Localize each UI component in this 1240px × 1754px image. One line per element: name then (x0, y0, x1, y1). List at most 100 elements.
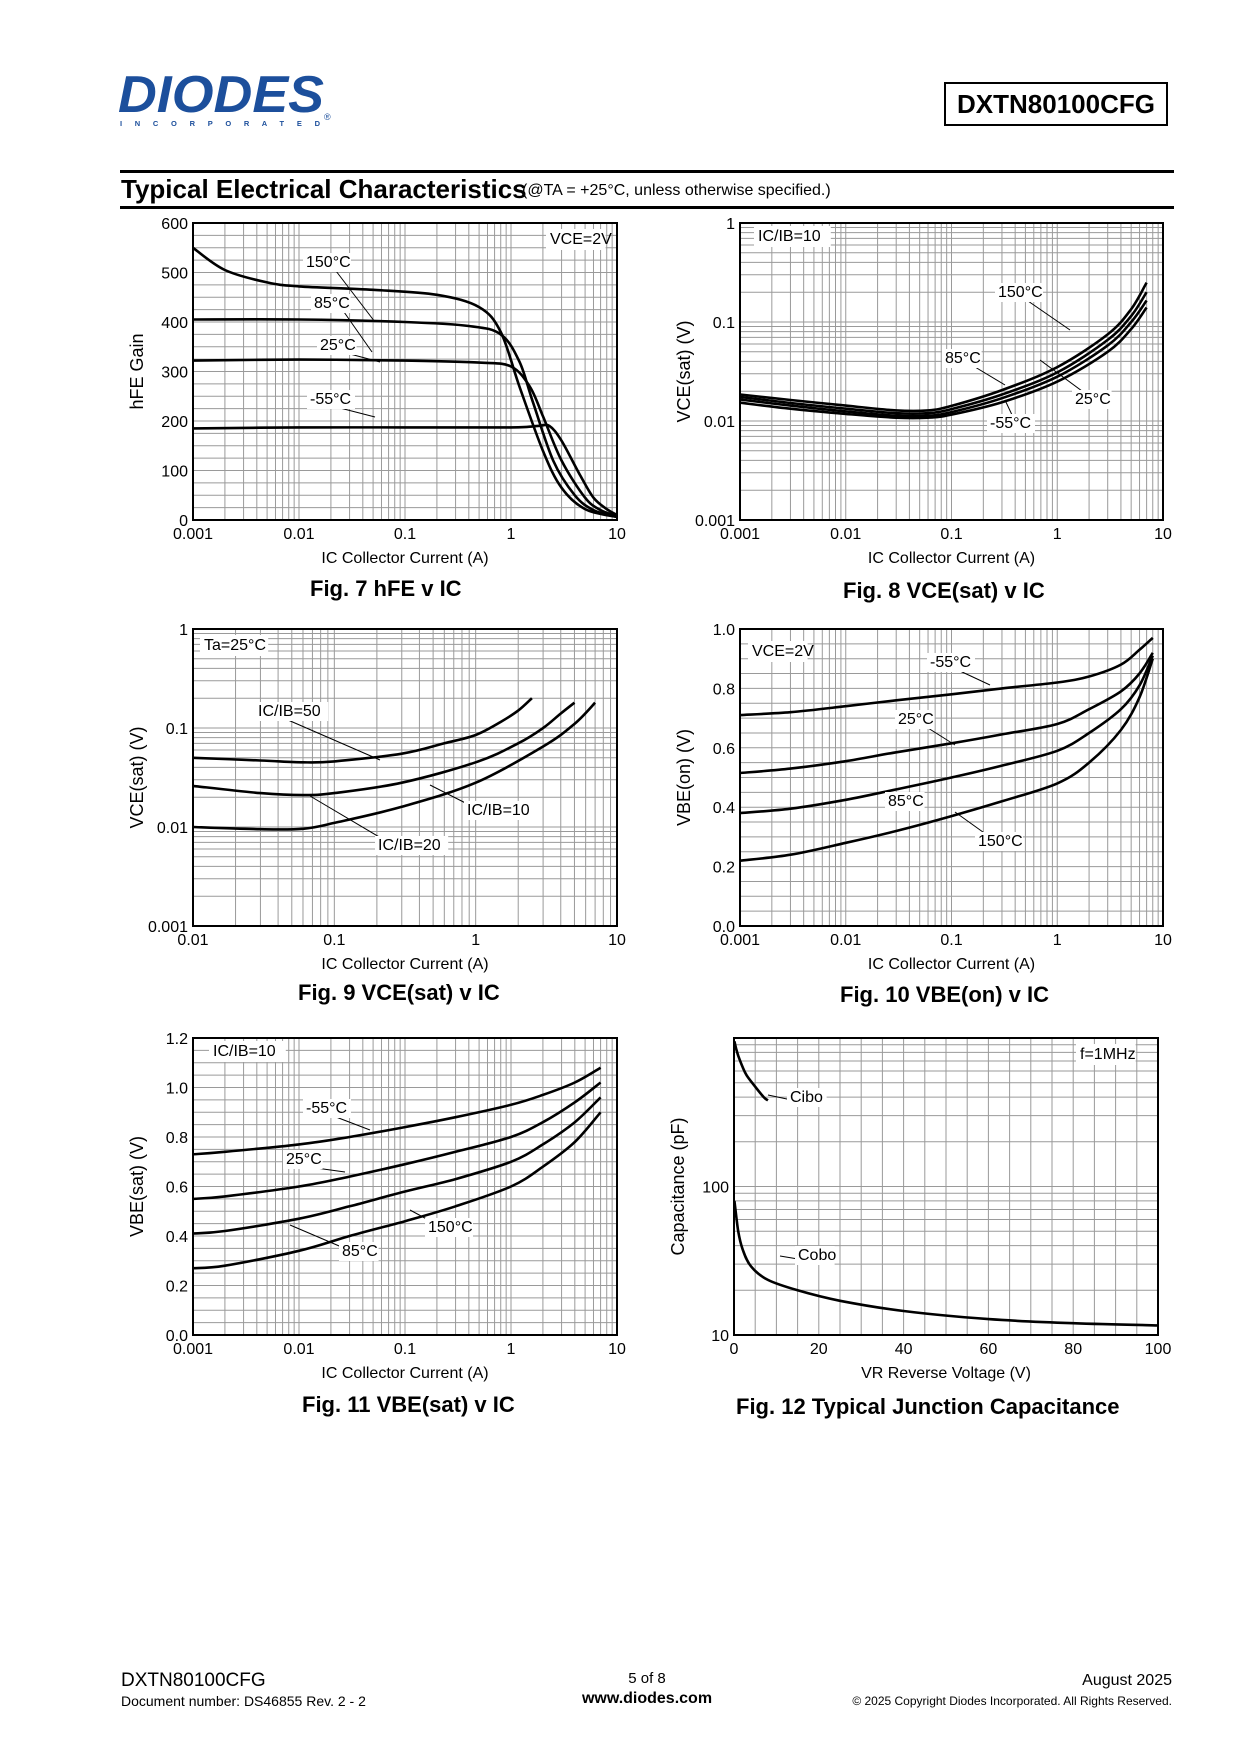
fig7-y-tick-label: 0 (179, 513, 188, 530)
fig7-x-tick-label: 0.01 (283, 526, 314, 543)
fig11-series-label-2: 85°C (342, 1243, 378, 1260)
fig12-annotation: f=1MHz (1080, 1046, 1136, 1063)
fig11-series-line-2 (192, 1096, 602, 1235)
diodes-logo: DIODES I N C O R P O R A T E D ® (118, 72, 331, 128)
fig10-series-label-0: -55°C (930, 654, 971, 671)
fig10-y-tick-label: 0.2 (713, 860, 735, 877)
fig11-x-tick-label: 0.1 (394, 1341, 416, 1358)
fig8-annotation: IC/IB=10 (758, 228, 821, 245)
fig11-y-tick-label: 1.0 (166, 1081, 188, 1098)
fig8-y-tick-label: 0.1 (713, 315, 735, 332)
fig9-frame (192, 628, 618, 927)
fig11-x-tick-label: 1 (507, 1341, 516, 1358)
fig10-x-tick-label: 10 (1154, 932, 1172, 949)
footer-part-number: DXTN80100CFG (121, 1670, 266, 1691)
fig11-y-tick-label: 0.4 (166, 1229, 188, 1246)
fig12-chart: 0 20 40 60 80 100 10 100 VR Reverse Voltage (V) C… (668, 1037, 1171, 1419)
fig11-chart: 0.001 0.01 0.1 1 10 0.0 0.2 0.4 0.6 0.8 1.0 1.2 IC C… (127, 1031, 626, 1417)
part-number-box: DXTN80100CFG (944, 82, 1168, 126)
fig12-y-axis-label: Capacitance (pF) (668, 1117, 688, 1255)
fig11-y-tick-label: 0.2 (166, 1279, 188, 1296)
fig10-chart: 0.001 0.01 0.1 1 10 0.0 0.2 0.4 0.6 0.8 1.0 IC Coll… (674, 622, 1172, 1007)
header-rule-top (120, 170, 1174, 173)
fig10-annotation: VCE=2V (752, 643, 814, 660)
fig8-series-line-1 (739, 299, 1148, 418)
fig7-y-tick-label: 200 (161, 414, 188, 431)
fig8-frame (739, 222, 1164, 521)
fig7-series-leader-1 (343, 311, 373, 353)
fig12-x-tick-label: 40 (895, 1341, 913, 1358)
footer-date: August 2025 (1082, 1672, 1172, 1689)
fig8-series-leader-1 (974, 366, 1006, 386)
footer-copyright: © 2025 Copyright Diodes Incorporated. Al… (852, 1694, 1172, 1708)
fig9-caption: Fig. 9 VCE(sat) v IC (298, 980, 500, 1005)
fig8-caption: Fig. 8 VCE(sat) v IC (843, 578, 1045, 603)
footer-website-link[interactable]: www.diodes.com (581, 1690, 713, 1707)
fig12-frame (733, 1037, 1159, 1336)
fig10-series-leader-1 (927, 727, 956, 746)
logo-text: DIODES (118, 72, 324, 124)
fig8-x-tick-label: 1 (1053, 526, 1062, 543)
fig7-series-leader-2 (349, 353, 381, 363)
fig11-series-line-1 (192, 1081, 602, 1201)
fig10-y-axis-label: VBE(on) (V) (674, 729, 694, 826)
fig9-series-line-0 (192, 697, 533, 764)
fig8-chart: 0.001 0.01 0.1 1 10 0.001 0.01 0.1 1 IC Collector… (674, 216, 1172, 603)
fig12-y-tick-label: 100 (702, 1180, 729, 1197)
fig11-frame (192, 1037, 618, 1336)
fig7-series-line-0 (192, 246, 618, 519)
fig10-series-line-3 (739, 658, 1155, 862)
header-rule-bottom (120, 206, 1174, 209)
fig10-y-tick-label: 0.0 (713, 919, 735, 936)
fig8-x-tick-label: 0.1 (940, 526, 962, 543)
fig9-y-tick-label: 1 (179, 622, 188, 639)
fig8-y-tick-label: 0.01 (704, 414, 735, 431)
fig11-grid (192, 1038, 617, 1335)
fig8-y-tick-label: 0.001 (695, 513, 735, 530)
fig10-x-axis-label: IC Collector Current (A) (868, 956, 1035, 973)
fig7-series-label-3: -55°C (310, 391, 351, 408)
fig9-y-tick-label: 0.01 (157, 820, 188, 837)
fig11-series-label-3: 150°C (428, 1219, 473, 1236)
fig7-x-tick-label: 0.001 (173, 526, 213, 543)
fig9-series-label-1: IC/IB=10 (467, 802, 530, 819)
fig9-series-line-1 (192, 701, 597, 831)
fig8-series-label-1: 85°C (945, 350, 981, 367)
fig7-x-tick-label: 1 (507, 526, 516, 543)
fig7-series-label-2: 25°C (320, 337, 356, 354)
fig7-series-leader-3 (339, 407, 376, 418)
fig11-x-tick-label: 0.001 (173, 1341, 213, 1358)
fig10-series-line-2 (739, 655, 1154, 815)
footer-document-number: Document number: DS46855 Rev. 2 - 2 (121, 1693, 366, 1709)
logo-registered-mark: ® (324, 112, 331, 122)
fig9-y-axis-label: VCE(sat) (V) (127, 726, 147, 828)
fig11-series-label-1: 25°C (286, 1151, 322, 1168)
fig8-series-leader-0 (1027, 300, 1071, 331)
fig12-x-tick-label: 0 (730, 1341, 739, 1358)
fig11-series-line-3 (192, 1111, 602, 1270)
fig8-y-axis-label: VCE(sat) (V) (674, 320, 694, 422)
fig12-series-label-0: Cibo (790, 1089, 823, 1106)
fig11-series-label-0: -55°C (306, 1100, 347, 1117)
fig10-x-tick-label: 1 (1053, 932, 1062, 949)
fig8-series-line-0 (739, 306, 1148, 420)
section-title: Typical Electrical Characteristics (121, 174, 527, 204)
fig11-series-leader-0 (335, 1116, 371, 1131)
part-number: DXTN80100CFG (957, 89, 1155, 119)
fig7-y-axis-label: hFE Gain (127, 333, 147, 409)
fig8-x-axis-label: IC Collector Current (A) (868, 550, 1035, 567)
fig10-y-tick-label: 1.0 (713, 622, 735, 639)
fig11-y-tick-label: 0.0 (166, 1328, 188, 1345)
fig8-x-tick-label: 10 (1154, 526, 1172, 543)
fig7-y-tick-label: 500 (161, 266, 188, 283)
fig8-series-label-0: 150°C (998, 284, 1043, 301)
fig11-x-tick-label: 0.01 (283, 1341, 314, 1358)
fig8-x-tick-label: 0.001 (720, 526, 760, 543)
fig12-x-tick-label: 20 (810, 1341, 828, 1358)
fig9-series-line-2 (192, 701, 576, 797)
fig7-x-tick-label: 10 (608, 526, 626, 543)
fig11-series-line-0 (192, 1066, 602, 1156)
fig7-y-tick-label: 300 (161, 365, 188, 382)
fig8-y-tick-label: 1 (726, 216, 735, 233)
